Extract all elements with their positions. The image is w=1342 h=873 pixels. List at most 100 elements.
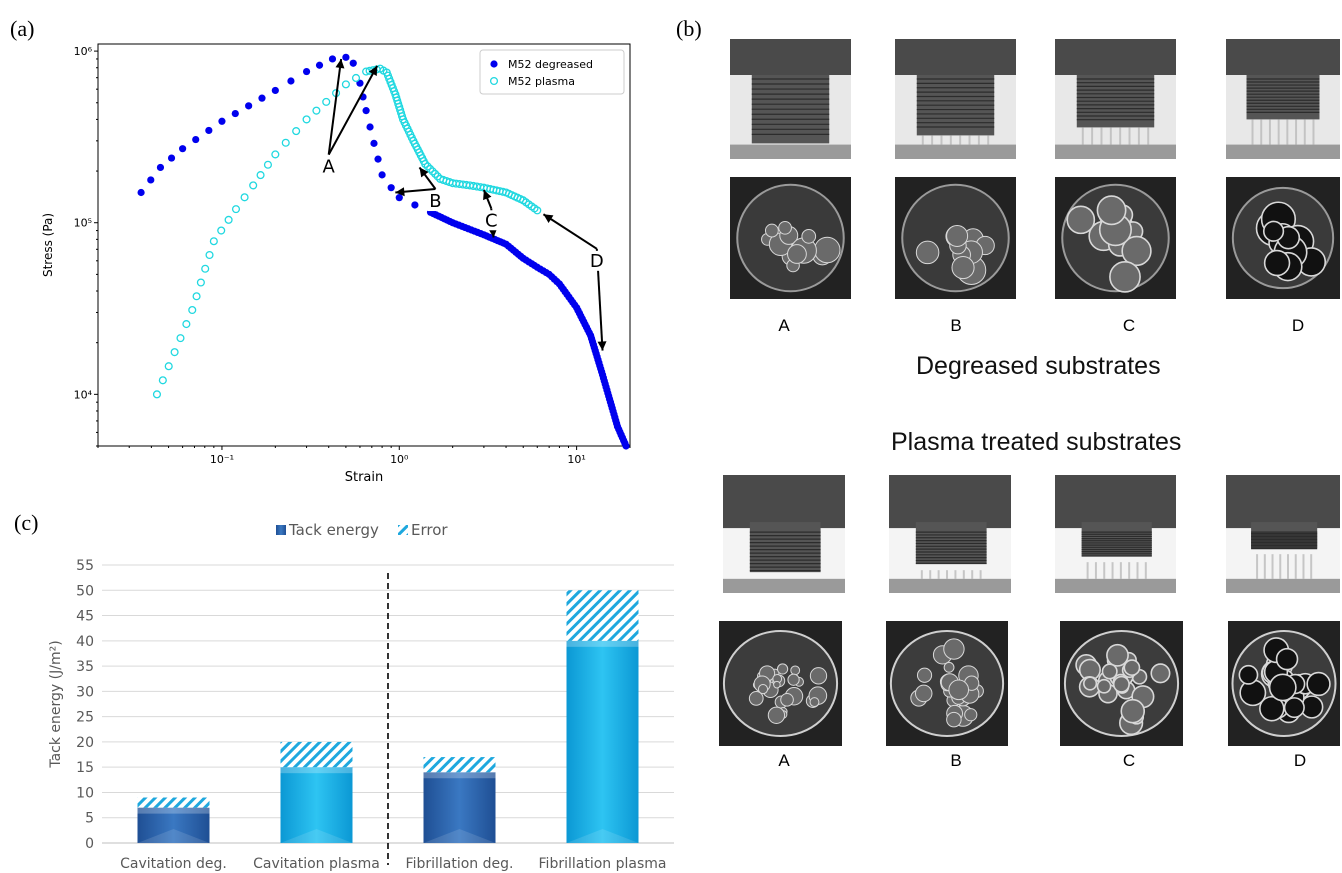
chart-c-legend: Tack energy Error: [276, 521, 448, 539]
cavity: [1238, 664, 1259, 685]
footprint-photo: [719, 621, 842, 746]
cavity: [1096, 195, 1127, 226]
y-tick-label: 10⁵: [74, 217, 92, 230]
cavity: [1109, 260, 1141, 293]
plasma-caption: Plasma treated substrates: [891, 428, 1182, 456]
cavity: [1259, 695, 1285, 722]
y-tick-label: 35: [76, 659, 94, 675]
data-point: [342, 53, 350, 61]
data-point: [245, 102, 253, 110]
data-point: [622, 442, 630, 450]
data-point: [147, 176, 155, 184]
annotation-arrow-head: [395, 187, 405, 197]
footprint-photo: [1060, 621, 1183, 746]
data-point: [312, 106, 321, 115]
photo-label-plasma-1: B: [950, 751, 962, 770]
annotation-arrow-line: [327, 58, 343, 155]
probe-head: [895, 39, 1016, 75]
annotation-label: A: [323, 157, 336, 178]
data-point: [302, 67, 311, 76]
y-tick-label: 55: [76, 558, 94, 574]
data-point: [351, 73, 361, 83]
data-point: [205, 250, 214, 260]
data-point: [196, 278, 205, 287]
x-tick-label: 10¹: [567, 453, 585, 466]
probe-photo-plasma-2: [1055, 475, 1176, 598]
data-point: [258, 94, 266, 102]
data-point: [217, 226, 226, 235]
data-point: [374, 155, 382, 163]
y-tick-label: 15: [76, 760, 94, 776]
photo-label-degreased-2: C: [1122, 316, 1136, 335]
y-tick-label: 20: [76, 735, 94, 751]
base-plate: [1055, 578, 1176, 593]
data-point: [423, 162, 432, 171]
annotation-arrow-head: [368, 65, 378, 76]
cavity: [809, 697, 820, 708]
base-plate: [889, 578, 1011, 593]
data-point: [156, 163, 165, 172]
probe-photo-degreased-2: [1055, 39, 1176, 164]
x-axis-label: Strain: [345, 470, 384, 485]
data-point: [231, 205, 241, 214]
cavity: [764, 223, 779, 238]
annotation-label-bg: [588, 250, 605, 271]
annotation-label: C: [485, 210, 498, 231]
cavity: [748, 691, 764, 706]
panel-label-c: (c): [14, 510, 39, 535]
probe-head: [889, 475, 1011, 529]
data-point: [231, 109, 239, 118]
data-point: [271, 86, 279, 95]
data-point: [370, 139, 378, 147]
bar-highlight: [423, 772, 496, 779]
data-point: [152, 390, 162, 399]
data-point: [224, 215, 233, 224]
data-point: [179, 145, 187, 153]
data-point: [167, 154, 176, 162]
data-point: [428, 167, 437, 176]
cavity: [801, 228, 817, 244]
data-point: [271, 150, 280, 159]
photo-label-plasma-0: A: [778, 751, 790, 770]
y-axis-label: Tack energy (J/m²): [48, 640, 64, 768]
y-tick-label: 10: [76, 785, 94, 801]
bar-bevel: [566, 829, 639, 843]
probe-photo: [889, 475, 1011, 593]
annotation-arrow-head: [597, 341, 607, 351]
y-tick-label: 10⁴: [74, 388, 93, 401]
series-plasma: [152, 64, 542, 399]
cavity: [757, 684, 769, 695]
probe-photo-degreased-1: [895, 39, 1016, 164]
footprint-photo-degreased-1: [895, 177, 1016, 304]
y-tick-label: 0: [85, 836, 94, 852]
tack-energy-bar: [566, 640, 639, 843]
data-point: [292, 127, 301, 136]
data-point: [362, 107, 370, 115]
data-point: [421, 159, 430, 169]
data-point: [164, 362, 173, 371]
annotation-arrow-line: [542, 213, 598, 250]
y-axis-label: Stress (Pa): [41, 213, 55, 277]
data-point: [240, 193, 249, 202]
data-point: [158, 376, 167, 385]
tack-energy-bar: [423, 772, 496, 843]
data-point: [366, 123, 374, 131]
legend-label: Error: [411, 521, 448, 539]
bar-group: [137, 797, 210, 843]
data-point: [209, 237, 218, 246]
data-point: [137, 188, 145, 197]
base-plate: [723, 578, 845, 593]
data-point: [341, 80, 350, 89]
data-point: [249, 181, 258, 190]
probe-head: [1226, 475, 1340, 529]
probe-photo: [730, 39, 851, 159]
x-tick-label: 10⁻¹: [210, 453, 234, 466]
footprint-photo-plasma-0: [719, 621, 842, 751]
footprint-photo-degreased-2: [1055, 177, 1176, 304]
cavity: [946, 224, 969, 247]
annotation-arrow-line: [327, 65, 379, 156]
probe-photo: [895, 39, 1016, 159]
tack-energy-bar: [137, 807, 210, 843]
annotation-arrow-head: [419, 167, 429, 178]
cavity: [946, 711, 962, 728]
